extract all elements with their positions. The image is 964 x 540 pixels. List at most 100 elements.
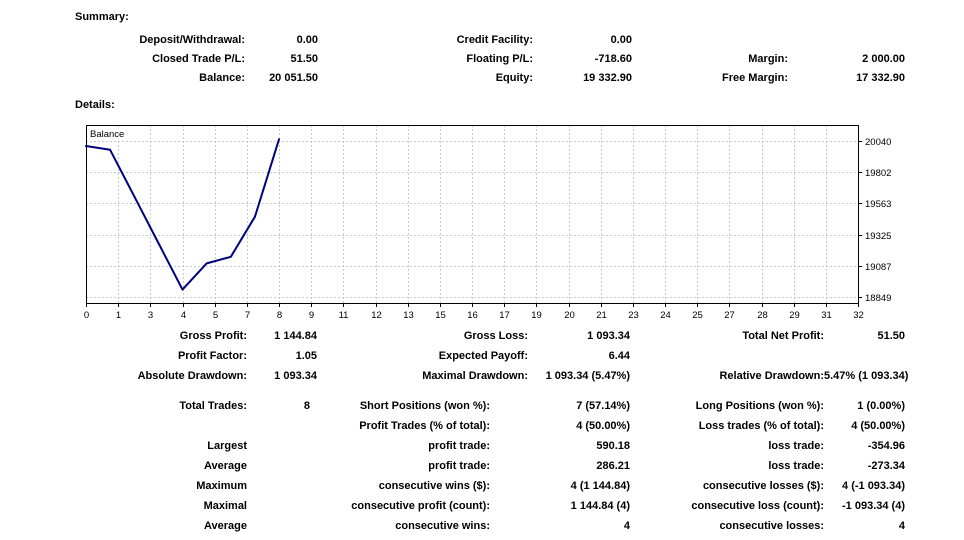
x-axis-label: 24	[660, 310, 671, 321]
field-value: 1 093.34 (5.47%)	[545, 370, 630, 382]
balance-chart: 0 1 3 4 5 7 8 9 11 12 13 15 16 17 19 20 21 23 24 25 27 28 29 31…	[84, 125, 891, 321]
field-value: 1 (0.00%)	[857, 400, 905, 412]
field-label: Gross Loss:	[463, 330, 528, 342]
x-axis-label: 16	[467, 310, 478, 321]
x-axis-label: 19	[531, 310, 542, 321]
x-axis-label: 23	[628, 310, 639, 321]
field-label: consecutive wins ($):	[378, 480, 490, 492]
trade-stats-table: Total Trades: 8 Short Positions (won %):…	[75, 396, 905, 536]
field-label: loss trade:	[768, 460, 824, 472]
summary-table: Deposit/Withdrawal: 0.00 Credit Facility…	[75, 31, 905, 88]
field-value: 6.44	[608, 350, 630, 362]
x-axis-label: 28	[757, 310, 768, 321]
field-value: 51.50	[877, 330, 905, 342]
x-axis-label: 32	[853, 310, 864, 321]
field-label: consecutive loss (count):	[691, 500, 824, 512]
field-label: Deposit/Withdrawal:	[139, 34, 245, 46]
field-label: consecutive profit (count):	[351, 500, 490, 512]
field-value: 4 (-1 093.34)	[842, 480, 905, 492]
y-axis-label: 18849	[865, 293, 891, 304]
field-label: consecutive losses:	[719, 520, 824, 532]
x-axis-label: 21	[596, 310, 607, 321]
details-section-title: Details:	[75, 99, 115, 111]
field-value: 590.18	[596, 440, 630, 452]
field-label: Absolute Drawdown:	[137, 370, 247, 382]
field-label: Largest	[207, 440, 247, 452]
field-label: Profit Factor:	[177, 350, 247, 362]
x-axis-label: 4	[181, 310, 186, 321]
field-value: 0.00	[610, 34, 632, 46]
field-label: Total Net Profit:	[742, 330, 824, 342]
field-label: Relative Drawdown:	[719, 370, 824, 382]
field-label: Free Margin:	[721, 72, 788, 84]
field-value: -273.34	[867, 460, 905, 472]
field-label: Maximum	[196, 480, 247, 492]
field-label: Maximal Drawdown:	[422, 370, 528, 382]
field-value: -1 093.34 (4)	[842, 500, 905, 512]
field-label: consecutive losses ($):	[702, 480, 824, 492]
field-label: Margin:	[748, 53, 788, 65]
field-value: 286.21	[596, 460, 630, 472]
field-value: -354.96	[867, 440, 905, 452]
field-label: profit trade:	[428, 440, 490, 452]
field-label: loss trade:	[768, 440, 824, 452]
field-label: Equity:	[495, 72, 533, 84]
x-axis-label: 1	[116, 310, 121, 321]
field-label: Loss trades (% of total):	[698, 420, 824, 432]
field-label: Gross Profit:	[179, 330, 247, 342]
x-axis-label: 3	[148, 310, 153, 321]
y-axis-label: 19563	[865, 199, 891, 210]
chart-legend-label: Balance	[90, 129, 124, 140]
x-axis-label: 5	[213, 310, 218, 321]
x-axis-label: 25	[692, 310, 703, 321]
x-axis-label: 13	[403, 310, 414, 321]
field-label: Long Positions (won %):	[695, 400, 824, 412]
field-value: 0.00	[296, 34, 318, 46]
y-axis-label: 20040	[865, 137, 891, 148]
x-axis-label: 31	[821, 310, 832, 321]
x-axis-label: 20	[564, 310, 575, 321]
field-label: Average	[203, 520, 247, 532]
field-value: 7 (57.14%)	[576, 400, 630, 412]
field-value: 4 (50.00%)	[576, 420, 630, 432]
field-value: 8	[303, 400, 310, 412]
balance-line	[85, 138, 280, 291]
x-axis-label: 29	[789, 310, 800, 321]
field-label: Maximal	[203, 500, 247, 512]
field-value: 1 093.34	[587, 330, 630, 342]
field-value: 20 051.50	[269, 72, 318, 84]
x-axis-label: 7	[245, 310, 250, 321]
x-axis-label: 17	[499, 310, 510, 321]
field-value	[247, 416, 310, 436]
field-value	[247, 516, 310, 536]
field-value: 5.47% (1 093.34)	[824, 370, 909, 382]
x-axis-label: 12	[371, 310, 382, 321]
field-label: Closed Trade P/L:	[152, 53, 245, 65]
field-value: 1 144.84	[274, 330, 317, 342]
field-value: -718.60	[594, 53, 632, 65]
chart-frame	[86, 125, 859, 304]
field-label: Balance:	[199, 72, 245, 84]
field-label	[75, 416, 247, 436]
field-label: profit trade:	[428, 460, 490, 472]
field-value: 4	[898, 520, 905, 532]
field-value: 1.05	[295, 350, 317, 362]
field-label: Expected Payoff:	[438, 350, 528, 362]
field-value	[247, 436, 310, 456]
field-value: 17 332.90	[856, 72, 905, 84]
field-value: 1 144.84 (4)	[570, 500, 630, 512]
field-label: Total Trades:	[179, 400, 247, 412]
field-value	[824, 346, 905, 366]
field-label: consecutive wins:	[395, 520, 490, 532]
field-label: Average	[203, 460, 247, 472]
field-label: Credit Facility:	[456, 34, 533, 46]
field-label: Floating P/L:	[466, 53, 533, 65]
field-value: 4 (50.00%)	[851, 420, 905, 432]
x-axis-label: 8	[277, 310, 282, 321]
y-axis-label: 19325	[865, 231, 891, 242]
summary-section-title: Summary:	[75, 11, 129, 23]
field-label	[630, 346, 824, 366]
x-axis-label: 15	[435, 310, 446, 321]
field-label: Short Positions (won %):	[359, 400, 490, 412]
